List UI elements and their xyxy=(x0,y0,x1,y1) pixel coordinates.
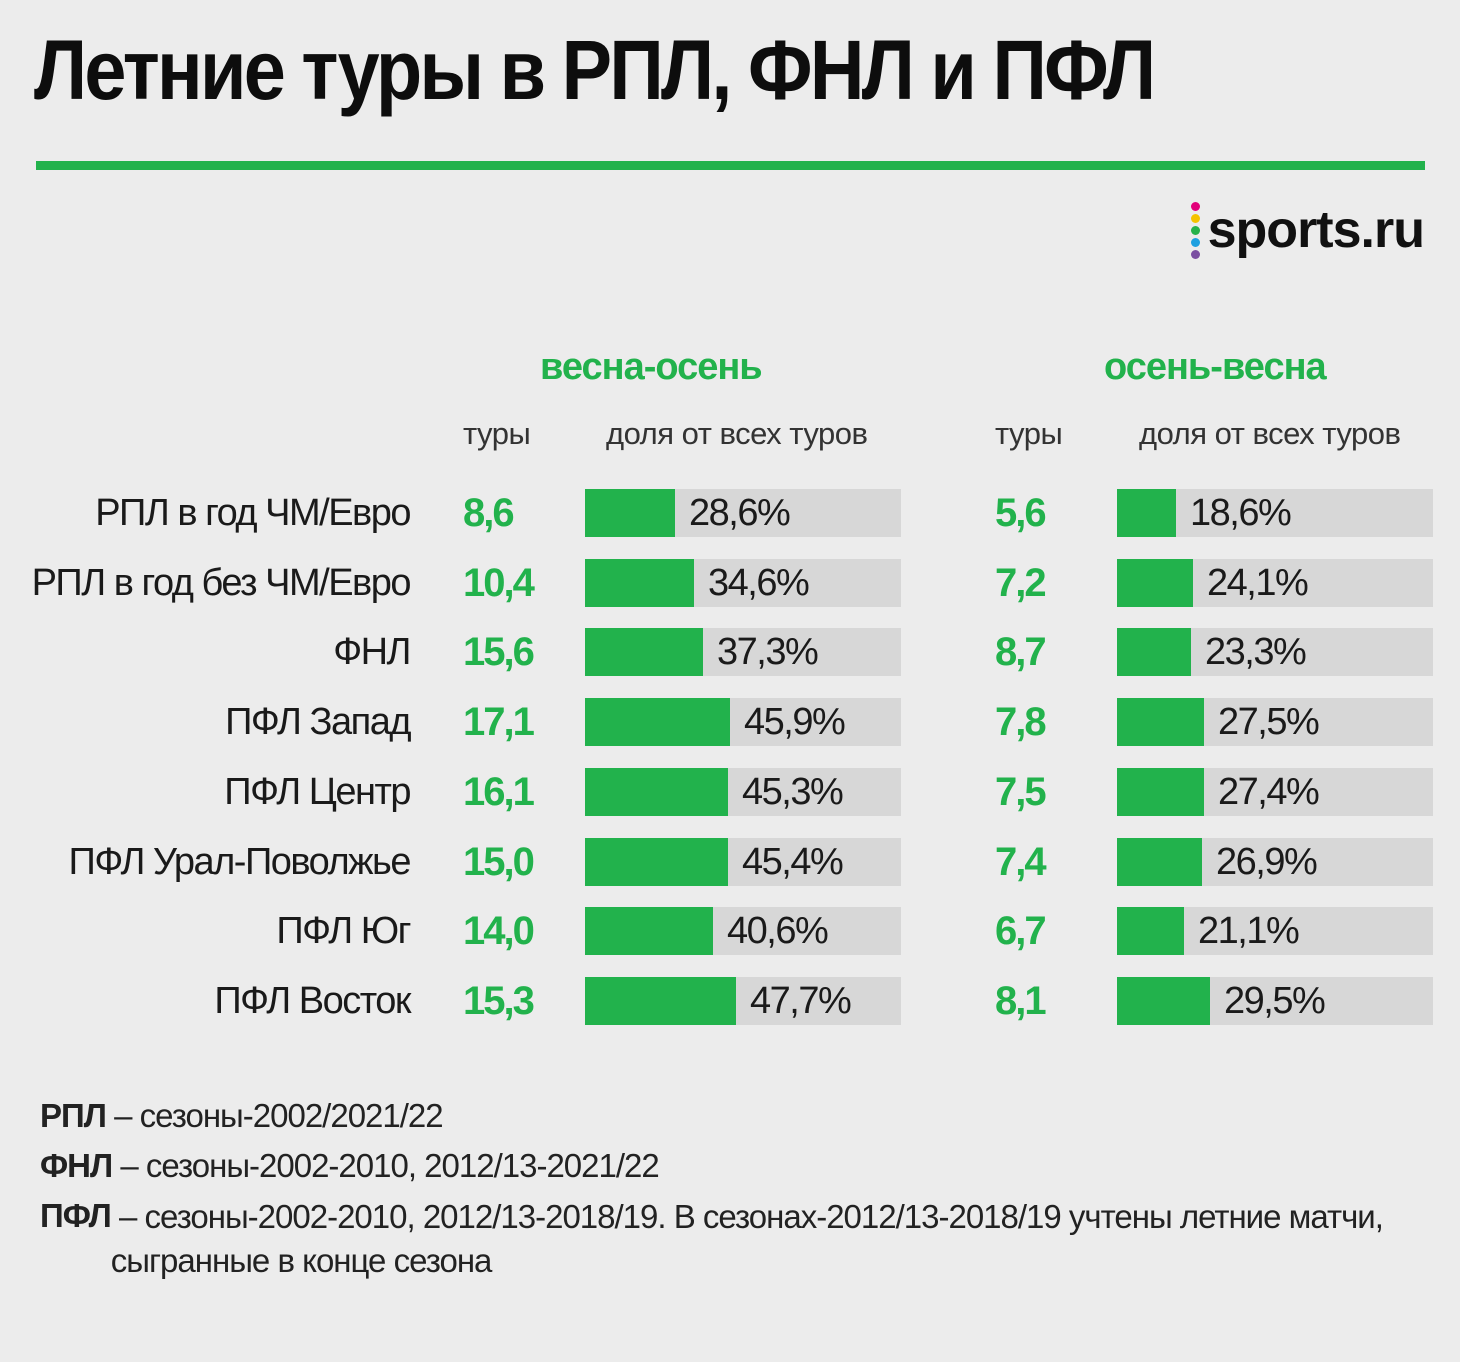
bar-value-label: 47,7% xyxy=(750,980,852,1022)
footnote: ФНЛ – сезоны-2002-2010, 2012/13-2021/22 xyxy=(40,1145,1383,1187)
tours-value: 16,1 xyxy=(463,770,535,814)
category-label: ПФЛ Восток xyxy=(214,980,411,1022)
bar-value-label: 27,5% xyxy=(1218,701,1320,743)
tours-value: 14,0 xyxy=(463,909,535,953)
chart-title: Летние туры в РПЛ, ФНЛ и ПФЛ xyxy=(34,23,1156,117)
bar-track: 45,9% xyxy=(585,698,901,746)
bar xyxy=(585,559,694,607)
bar-value-label: 45,4% xyxy=(742,841,844,883)
bar xyxy=(1117,698,1204,746)
category-label: РПЛ в год без ЧМ/Евро xyxy=(31,562,412,604)
bar xyxy=(1117,838,1202,886)
footnote-key: ПФЛ xyxy=(40,1197,112,1234)
category-label: ПФЛ Запад xyxy=(225,701,411,743)
footnote-text: – сезоны-2002-2010, 2012/13-2021/22 xyxy=(112,1147,659,1184)
category-label: ПФЛ Юг xyxy=(276,910,411,952)
bar xyxy=(1117,559,1193,607)
logo-text: sports.ru xyxy=(1207,201,1425,259)
bar-track: 29,5% xyxy=(1117,977,1433,1025)
bar xyxy=(1117,907,1184,955)
category-label: ПФЛ Урал-Поволжье xyxy=(68,841,412,883)
bar-track: 26,9% xyxy=(1117,838,1433,886)
tours-value: 6,7 xyxy=(995,909,1047,953)
category-label: ФНЛ xyxy=(333,631,411,673)
bar-value-label: 40,6% xyxy=(727,910,829,952)
footnote-text: – сезоны-2002/2021/22 xyxy=(105,1097,444,1134)
logo-dot xyxy=(1190,201,1200,211)
bar-track: 27,4% xyxy=(1117,768,1433,816)
bar xyxy=(585,768,728,816)
bar-track: 23,3% xyxy=(1117,628,1433,676)
tours-value: 8,7 xyxy=(995,630,1047,674)
bar xyxy=(585,489,675,537)
bar-value-label: 26,9% xyxy=(1216,841,1318,883)
bar-value-label: 45,3% xyxy=(742,771,844,813)
bar xyxy=(585,977,736,1025)
bar-track: 24,1% xyxy=(1117,559,1433,607)
bar xyxy=(1117,977,1210,1025)
category-label: РПЛ в год ЧМ/Евро xyxy=(95,492,411,534)
bar-value-label: 34,6% xyxy=(708,562,810,604)
bar xyxy=(1117,768,1204,816)
bar-track: 28,6% xyxy=(585,489,901,537)
bar-track: 21,1% xyxy=(1117,907,1433,955)
tours-value: 7,2 xyxy=(995,561,1047,605)
tours-value: 10,4 xyxy=(463,561,535,605)
footnote: РПЛ – сезоны-2002/2021/22 xyxy=(40,1095,1383,1137)
col-header-share: доля от всех туров xyxy=(606,416,868,451)
col-header-tours: туры xyxy=(995,416,1063,451)
bar-value-label: 37,3% xyxy=(717,631,819,673)
bar-track: 37,3% xyxy=(585,628,901,676)
logo-dot xyxy=(1190,249,1200,259)
bar-value-label: 24,1% xyxy=(1207,562,1309,604)
footnote-text: – сезоны-2002-2010, 2012/13-2018/19. В с… xyxy=(110,1198,1384,1279)
bar-value-label: 23,3% xyxy=(1205,631,1307,673)
col-header-share: доля от всех туров xyxy=(1139,416,1401,451)
bar xyxy=(1117,628,1191,676)
bar-value-label: 18,6% xyxy=(1190,492,1292,534)
logo-dot xyxy=(1190,237,1200,247)
bar-value-label: 29,5% xyxy=(1224,980,1326,1022)
tours-value: 7,4 xyxy=(995,840,1047,884)
bar-value-label: 21,1% xyxy=(1198,910,1300,952)
bar-track: 45,3% xyxy=(585,768,901,816)
footnote-key: ФНЛ xyxy=(40,1147,113,1184)
col-header-tours: туры xyxy=(463,416,531,451)
bar xyxy=(585,907,713,955)
logo-dot xyxy=(1190,225,1200,235)
bar-track: 47,7% xyxy=(585,977,901,1025)
tours-value: 5,6 xyxy=(995,491,1047,535)
tours-value: 8,6 xyxy=(463,491,515,535)
tours-value: 15,3 xyxy=(463,979,535,1023)
tours-value: 17,1 xyxy=(463,700,535,744)
bar xyxy=(585,698,730,746)
footnote-key: РПЛ xyxy=(40,1097,107,1134)
bar xyxy=(585,628,703,676)
group-title-autumn-spring: осень-весна xyxy=(1104,346,1327,388)
sports-ru-logo: sports.ru xyxy=(1190,200,1425,260)
group-title-spring-autumn: весна-осень xyxy=(540,346,763,388)
bar-track: 40,6% xyxy=(585,907,901,955)
footnote: ПФЛ – сезоны-2002-2010, 2012/13-2018/19.… xyxy=(40,1195,1384,1283)
bar xyxy=(1117,489,1176,537)
tours-value: 7,8 xyxy=(995,700,1047,744)
tours-value: 8,1 xyxy=(995,979,1047,1023)
footnotes: РПЛ – сезоны-2002/2021/22 ФНЛ – сезоны-2… xyxy=(40,1095,1384,1291)
logo-dot xyxy=(1190,213,1200,223)
tours-value: 15,0 xyxy=(463,840,535,884)
category-label: ПФЛ Центр xyxy=(224,771,411,813)
bar-track: 27,5% xyxy=(1117,698,1433,746)
tours-value: 7,5 xyxy=(995,770,1047,814)
bar xyxy=(585,838,728,886)
logo-dots-icon xyxy=(1190,201,1200,259)
title-rule xyxy=(36,161,1425,170)
tours-value: 15,6 xyxy=(463,630,535,674)
bar-value-label: 28,6% xyxy=(689,492,791,534)
bar-value-label: 45,9% xyxy=(744,701,846,743)
bar-track: 45,4% xyxy=(585,838,901,886)
bar-value-label: 27,4% xyxy=(1218,771,1320,813)
bar-track: 34,6% xyxy=(585,559,901,607)
bar-track: 18,6% xyxy=(1117,489,1433,537)
